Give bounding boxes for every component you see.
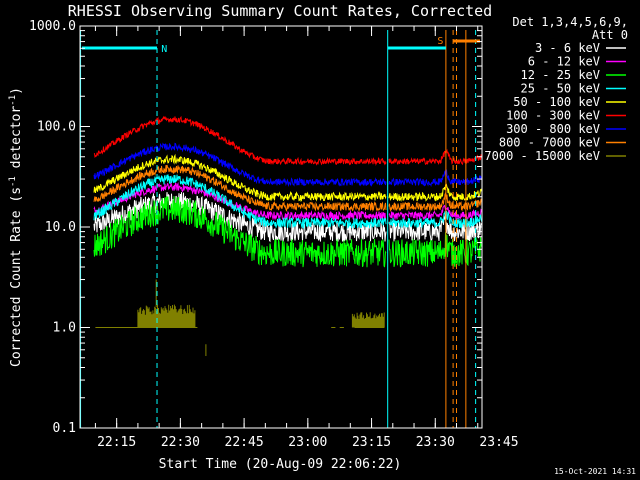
series-8 [95,279,385,356]
legend-label: 6 - 12 keV [528,55,600,69]
series-line [388,168,483,188]
y-tick-label: 100.0 [37,120,76,135]
legend-label: 7000 - 15000 keV [484,149,600,163]
flare-label: S [437,36,443,47]
generation-timestamp: 15-Oct-2021 14:31 [554,467,636,476]
saa-label: N [161,44,167,55]
legend-label: 12 - 25 keV [521,68,600,82]
series-line [388,210,483,229]
legend-label: 25 - 50 keV [521,82,600,96]
series-line [93,153,387,202]
series-line [388,191,483,213]
axes-layer: 1000.0 100.0 10.0 1.0 0.1 22:15 22:30 22:45 23:0… [29,19,519,450]
legend-label: 300 - 800 keV [506,122,600,136]
series-line [93,174,387,230]
legend-label: 800 - 7000 keV [499,136,600,150]
legend-label: 3 - 6 keV [535,41,600,55]
x-tick-label: 23:15 [352,435,391,450]
series-line [93,115,387,166]
series-7 [93,164,483,213]
x-tick-label: 23:00 [288,435,327,450]
chart-title: RHESSI Observing Summary Count Rates, Co… [68,2,492,20]
series-line [388,183,483,202]
y-axis-label: Corrected Count Rate (s-1 detector-1) [8,87,24,367]
y-tick-label: 1000.0 [29,19,76,34]
y-tick-label: 1.0 [53,321,76,336]
x-tick-label: 22:45 [225,435,264,450]
legend-label: 100 - 300 keV [506,109,600,123]
series-5 [93,115,483,166]
x-axis-label: Start Time (20-Aug-09 22:06:22) [159,457,402,472]
series-6 [93,142,483,188]
series-line [93,196,387,268]
x-tick-label: 22:30 [161,435,200,450]
series-layer [93,115,483,356]
series-line [93,164,387,212]
x-tick-label: 22:15 [97,435,136,450]
series-line [388,148,483,166]
series-line [93,142,387,187]
series-line [388,232,483,268]
x-tick-label: 23:45 [479,435,518,450]
x-tick-label: 23:30 [416,435,455,450]
legend-label: 50 - 100 keV [513,95,600,109]
series-line [93,192,387,243]
legend-header-attenuator: Att 0 [592,28,628,42]
series-3 [93,174,483,230]
series-4 [93,153,483,202]
series-bars [95,279,385,356]
y-tick-label: 10.0 [45,220,76,235]
y-tick-label: 0.1 [53,421,76,436]
series-line [388,204,483,222]
series-2 [93,196,483,268]
legend-header-detectors: Det 1,3,4,5,6,9, [512,15,628,29]
